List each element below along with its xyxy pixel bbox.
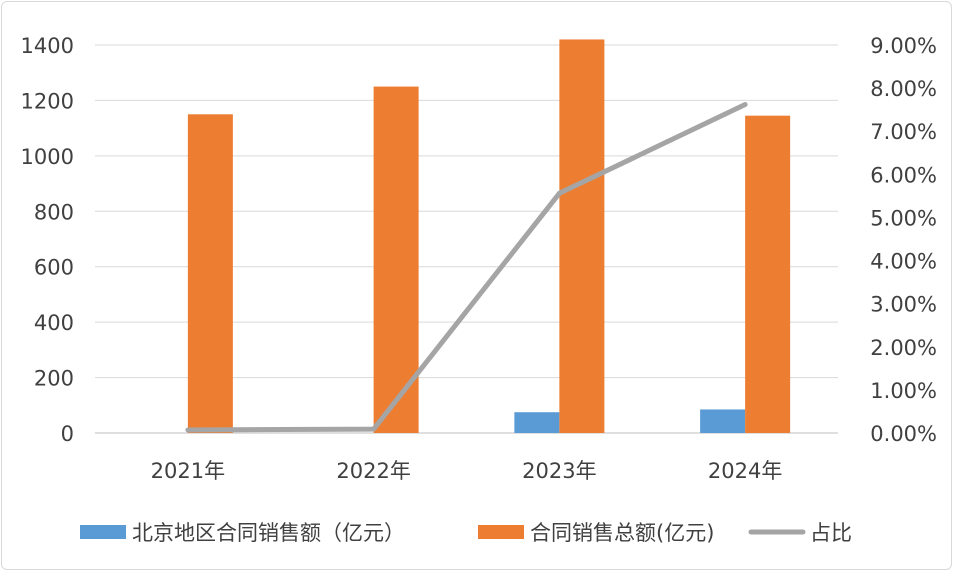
ratio-line-path bbox=[185, 101, 748, 433]
bar-beijing bbox=[514, 412, 560, 433]
y-tick-label: 0 bbox=[61, 422, 74, 446]
legend-label: 合同销售总额(亿元) bbox=[530, 521, 714, 545]
legend-label: 北京地区合同销售额（亿元） bbox=[132, 521, 405, 545]
ratio-line bbox=[185, 101, 748, 433]
x-tick-label: 2023年 bbox=[522, 459, 596, 483]
legend-swatch bbox=[478, 525, 524, 539]
y2-tick-label: 9.00% bbox=[870, 34, 937, 58]
x-tick-label: 2022年 bbox=[336, 459, 410, 483]
bar-total bbox=[559, 39, 605, 433]
x-axis-labels: 2021年 2022年 2023年 2024年 bbox=[151, 459, 783, 483]
bars bbox=[187, 39, 791, 434]
bar-total bbox=[187, 114, 233, 434]
y-tick-label: 1400 bbox=[21, 34, 74, 58]
y-tick-label: 800 bbox=[34, 200, 74, 224]
y-tick-label: 400 bbox=[34, 311, 74, 335]
left-axis-labels: 0 200 400 600 800 1000 1200 1400 bbox=[21, 34, 74, 446]
bar-beijing bbox=[700, 409, 746, 433]
y2-tick-label: 7.00% bbox=[870, 120, 937, 144]
x-tick-label: 2021年 bbox=[151, 459, 225, 483]
legend: 北京地区合同销售额（亿元） 合同销售总额(亿元) 占比 bbox=[80, 521, 852, 545]
y2-tick-label: 6.00% bbox=[870, 163, 937, 187]
y2-tick-label: 5.00% bbox=[870, 206, 937, 230]
y-tick-label: 1200 bbox=[21, 89, 74, 113]
legend-swatch bbox=[80, 525, 126, 539]
bar-total bbox=[373, 86, 419, 434]
legend-label: 占比 bbox=[810, 521, 852, 545]
y2-tick-label: 0.00% bbox=[870, 422, 937, 446]
x-tick-label: 2024年 bbox=[708, 459, 782, 483]
y-tick-label: 1000 bbox=[21, 145, 74, 169]
y2-tick-label: 1.00% bbox=[870, 379, 937, 403]
y2-tick-label: 4.00% bbox=[870, 250, 937, 274]
y2-tick-label: 2.00% bbox=[870, 336, 937, 360]
y2-tick-label: 8.00% bbox=[870, 77, 937, 101]
y-tick-label: 200 bbox=[34, 367, 74, 391]
right-axis-labels: 0.00% 1.00% 2.00% 3.00% 4.00% 5.00% 6.00% 7.00%… bbox=[870, 34, 937, 446]
y2-tick-label: 3.00% bbox=[870, 293, 937, 317]
y-tick-label: 600 bbox=[34, 256, 74, 280]
bar-total bbox=[745, 115, 791, 434]
